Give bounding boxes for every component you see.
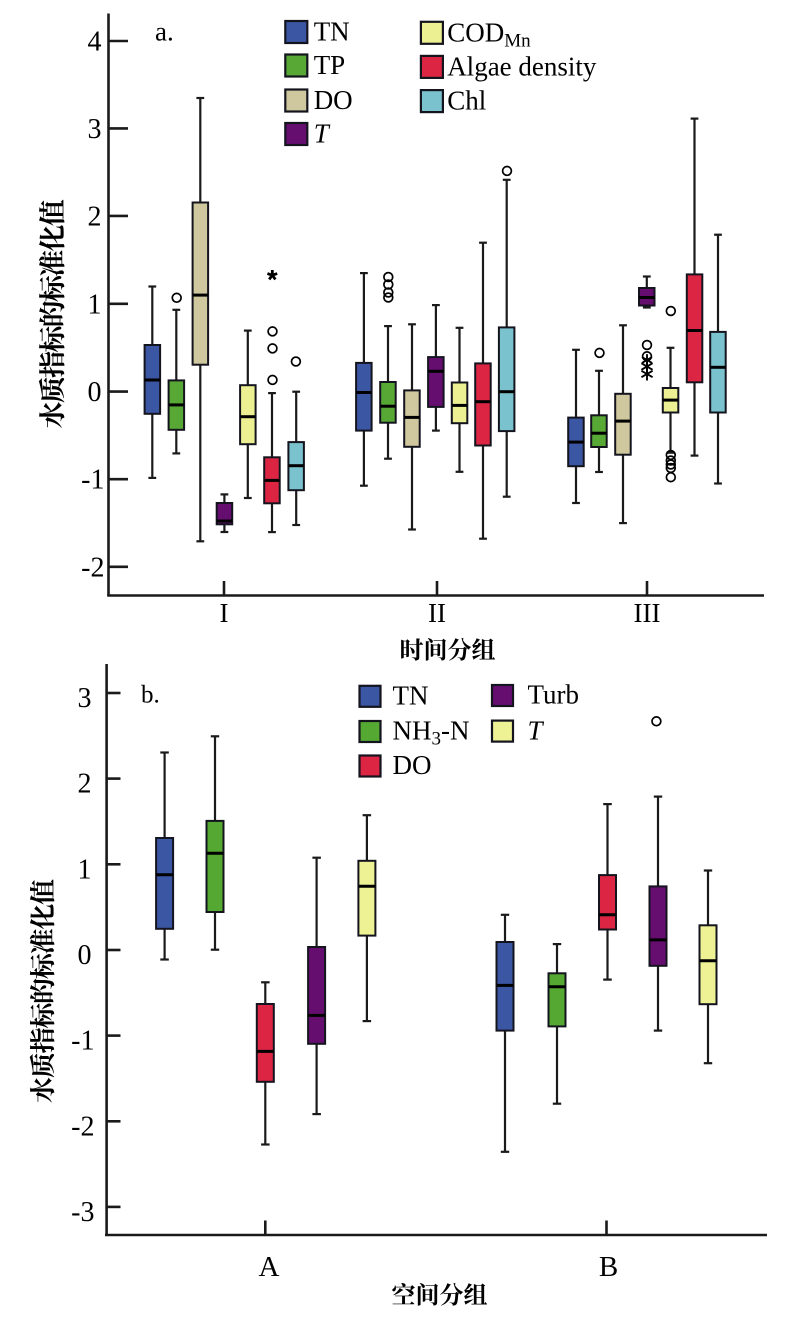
svg-text:2: 2	[78, 769, 92, 800]
svg-text:CODMn: CODMn	[447, 17, 531, 51]
svg-text:TN: TN	[393, 681, 429, 711]
svg-text:-2: -2	[81, 552, 104, 583]
svg-text:1: 1	[78, 854, 92, 885]
svg-text:T: T	[314, 119, 331, 149]
svg-text:4: 4	[88, 27, 102, 58]
svg-text:-3: -3	[71, 1197, 94, 1228]
svg-text:-2: -2	[71, 1111, 94, 1142]
svg-text:Chl: Chl	[447, 86, 486, 116]
svg-text:T: T	[528, 715, 545, 745]
svg-text:DO: DO	[393, 750, 432, 780]
svg-text:B: B	[599, 1251, 618, 1283]
svg-text:0: 0	[88, 377, 102, 408]
svg-text:3: 3	[88, 114, 102, 145]
svg-text:0: 0	[78, 940, 92, 971]
svg-text:A: A	[259, 1251, 280, 1283]
svg-text:NH3-N: NH3-N	[393, 716, 470, 750]
svg-text:TP: TP	[314, 50, 346, 80]
svg-text:b.: b.	[141, 682, 160, 709]
svg-text:TN: TN	[314, 17, 350, 47]
svg-text:II: II	[428, 598, 446, 628]
svg-text:I: I	[220, 598, 229, 628]
svg-text:Turb: Turb	[528, 680, 580, 710]
svg-text:III: III	[634, 598, 661, 628]
svg-text:-1: -1	[71, 1026, 94, 1057]
svg-text:-1: -1	[81, 465, 104, 496]
svg-text:DO: DO	[314, 85, 353, 115]
svg-text:3: 3	[78, 683, 92, 714]
svg-text:2: 2	[88, 201, 102, 232]
svg-text:a.: a.	[155, 17, 174, 47]
svg-text:1: 1	[88, 289, 102, 320]
svg-text:Algae density: Algae density	[447, 51, 597, 81]
